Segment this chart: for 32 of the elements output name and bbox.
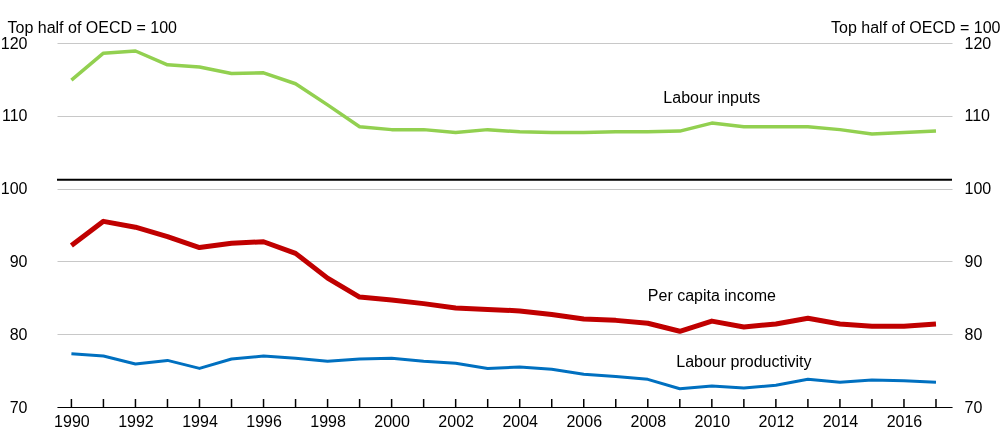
- y2-tick-label: 90: [964, 252, 983, 270]
- x-tick-label: 2008: [630, 412, 667, 430]
- y-tick-label: 110: [1, 107, 28, 125]
- series-label: Labour productivity: [676, 353, 812, 371]
- x-tick-label: 1990: [54, 412, 90, 430]
- x-tick-label: 1994: [182, 412, 218, 430]
- line-series: [69, 49, 938, 136]
- x-tick-label: 2016: [886, 412, 923, 430]
- series-label: Per capita income: [647, 287, 776, 305]
- y-tick-label: 90: [9, 252, 28, 270]
- y-tick-label: 100: [0, 180, 28, 198]
- y-tick-label: 70: [9, 398, 28, 416]
- x-tick-label: 2012: [758, 412, 795, 430]
- y-axis-title: Top half of OECD = 100: [7, 18, 178, 36]
- line-series: [69, 352, 938, 391]
- x-tick-label: 2002: [438, 412, 475, 430]
- x-tick-label: 2014: [822, 412, 859, 430]
- series-label: Labour inputs: [663, 89, 761, 107]
- x-tick-label: 1992: [118, 412, 154, 430]
- y-tick-label: 80: [9, 325, 28, 343]
- x-tick-label: 2004: [502, 412, 539, 430]
- y2-tick-label: 80: [964, 325, 983, 343]
- x-tick-label: 1998: [310, 412, 346, 430]
- y2-axis-title: Top half of OECD = 100: [831, 18, 1001, 36]
- y2-tick-label: 100: [964, 180, 992, 198]
- x-tick-label: 2000: [374, 412, 411, 430]
- y2-tick-label: 110: [964, 107, 991, 125]
- x-tick-label: 1996: [246, 412, 282, 430]
- x-tick-label: 2006: [566, 412, 603, 430]
- y2-tick-label: 70: [964, 398, 983, 416]
- x-tick-label: 2010: [694, 412, 731, 430]
- y2-tick-label: 120: [964, 34, 992, 52]
